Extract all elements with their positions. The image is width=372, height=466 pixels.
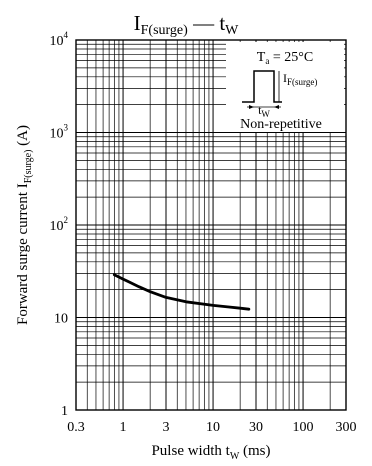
- x-tick-label: 30: [249, 420, 263, 435]
- y-tick-label: 102: [50, 215, 69, 234]
- x-tick-label: 1: [120, 420, 127, 435]
- pulse-waveform: [242, 70, 282, 103]
- y-axis-label: Forward surge current IF(surge) (A): [15, 125, 34, 325]
- legend-pulse-label: IF(surge): [283, 71, 317, 87]
- x-axis-label: Pulse width tW (ms): [151, 443, 270, 462]
- x-tick-label: 100: [293, 420, 314, 435]
- x-tick-label: 300: [336, 420, 357, 435]
- legend-note: Non-repetitive: [240, 117, 322, 132]
- grid: [76, 40, 346, 410]
- x-tick-label: 0.3: [67, 420, 85, 435]
- data-series: [112, 273, 251, 311]
- legend-background: [226, 42, 344, 132]
- y-tick-label: 10: [54, 312, 68, 327]
- y-tick-label: 103: [50, 123, 69, 142]
- plot-frame: [75, 39, 347, 411]
- legend-condition: Ta = 25°C: [257, 50, 313, 66]
- pulse-width-arrow-left: [249, 105, 254, 109]
- y-tick-label: 104: [50, 30, 69, 49]
- legend-box: Ta = 25°C IF(surge) tW Non-repetitive: [226, 42, 344, 132]
- x-tick-label: 3: [163, 420, 170, 435]
- surge-current-curve: [112, 273, 251, 311]
- x-tick-label: 10: [206, 420, 220, 435]
- legend-width-label: tW: [258, 103, 270, 119]
- pulse-width-arrow-right: [274, 105, 279, 109]
- chart-title: IF(surge) — tW: [134, 11, 240, 38]
- y-tick-label: 1: [61, 404, 68, 419]
